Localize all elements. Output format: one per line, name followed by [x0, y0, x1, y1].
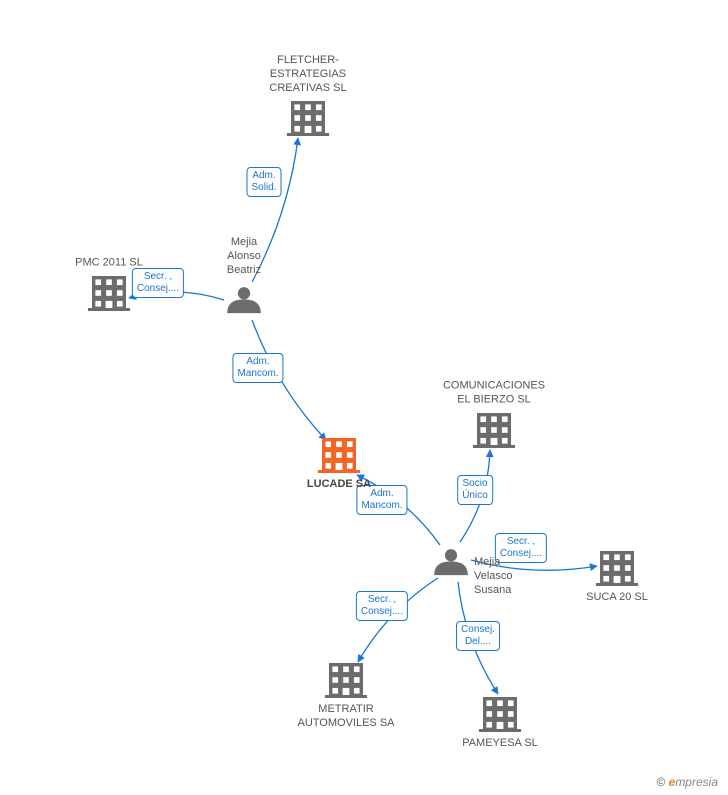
node-label: PMC 2011 SL: [39, 256, 179, 270]
company-icon: [325, 663, 367, 698]
node-label: PAMEYESA SL: [425, 737, 575, 751]
company-icon: [479, 697, 521, 732]
person-icon: [227, 287, 261, 313]
brand-rest: mpresia: [675, 775, 718, 789]
company-center-icon: [318, 438, 360, 473]
company-icon: [88, 276, 130, 311]
node-label: COMUNICACIONES EL BIERZO SL: [424, 380, 564, 408]
node-label: Mejia Velasco Susana: [474, 556, 513, 597]
edge-label: Adm. Solid.: [246, 167, 281, 197]
node-label: SUCA 20 SL: [542, 591, 692, 605]
copyright-symbol: ©: [656, 775, 665, 789]
company-icon: [473, 413, 515, 448]
company-icon: [596, 551, 638, 586]
company-icon: [287, 101, 329, 136]
node-label: Mejia Alonso Beatriz: [174, 236, 314, 277]
node-label: METRATIR AUTOMOVILES SA: [271, 703, 421, 731]
center-node-label: LUCADE SA: [264, 478, 414, 490]
edge-label: Consej. Del....: [456, 621, 500, 651]
edge-label: Socio Único: [457, 475, 493, 505]
person-icon: [434, 549, 468, 575]
copyright: © empresia: [656, 775, 718, 789]
edge-label: Secr. , Consej....: [356, 591, 408, 621]
node-label: FLETCHER- ESTRATEGIAS CREATIVAS SL: [238, 54, 378, 95]
edge-label: Adm. Mancom.: [232, 353, 283, 383]
diagram-canvas: [0, 0, 728, 795]
